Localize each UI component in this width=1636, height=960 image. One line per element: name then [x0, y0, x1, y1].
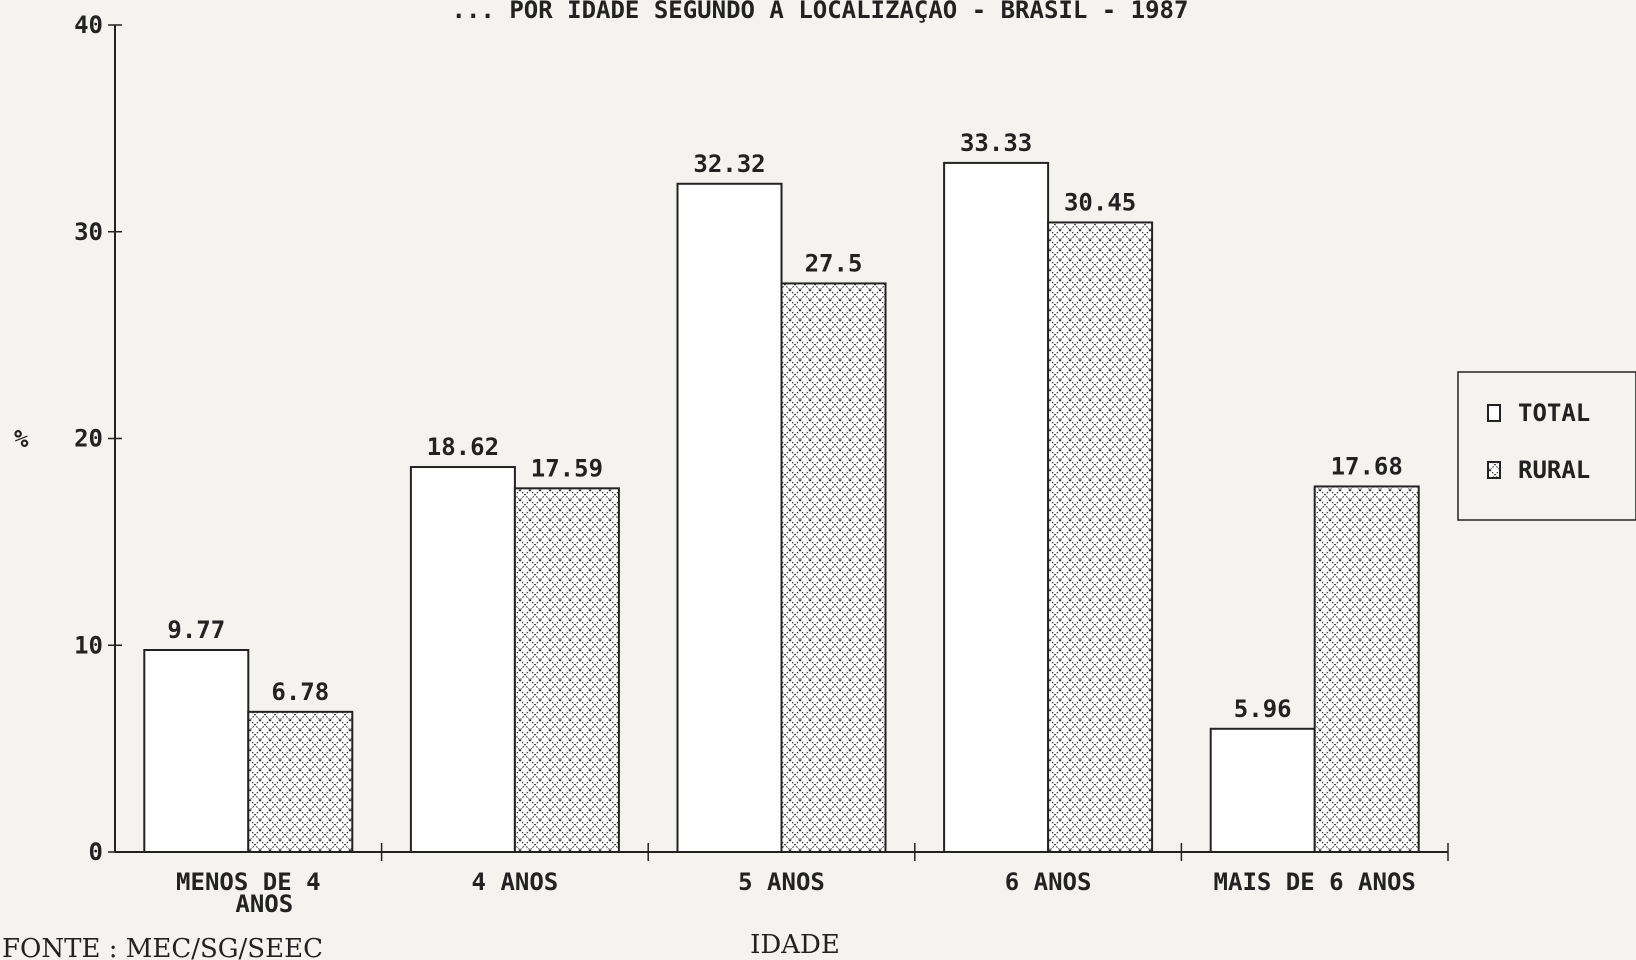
x-axis-title: IDADE [750, 930, 840, 960]
data-label-total: 9.77 [167, 616, 225, 644]
x-category-label: MAIS DE 6 ANOS [1214, 868, 1416, 896]
x-category-label: ANOS [235, 890, 293, 918]
data-label-total: 18.62 [427, 433, 499, 461]
legend-label-rural: RURAL [1518, 456, 1590, 484]
bar-rural [247, 710, 354, 853]
legend-label-total: TOTAL [1518, 399, 1590, 427]
y-tick-label: 0 [89, 838, 103, 866]
data-label-rural: 6.78 [271, 678, 329, 706]
source-note: FONTE : MEC/SG/SEEC [2, 934, 323, 960]
legend-item-total: TOTAL [1487, 399, 1590, 427]
x-category-label: MENOS DE 4 [176, 868, 321, 896]
bar-total [409, 466, 516, 853]
legend-swatch-rural [1487, 461, 1501, 479]
bar-total [943, 161, 1050, 854]
bar-rural [513, 487, 620, 853]
legend-item-rural: RURAL [1487, 456, 1590, 484]
bar-rural [1313, 485, 1420, 853]
data-label-rural: 27.5 [805, 249, 863, 277]
y-tick-label: 10 [74, 631, 103, 659]
bar-rural [1047, 221, 1154, 854]
data-label-rural: 17.59 [531, 454, 603, 482]
y-tick-label: 30 [74, 218, 103, 246]
bar-rural [780, 282, 887, 853]
data-label-rural: 30.45 [1064, 188, 1136, 216]
x-category-label: 6 ANOS [1005, 868, 1092, 896]
x-category-label: 5 ANOS [738, 868, 825, 896]
bar-total [143, 649, 250, 853]
x-category-label: 4 ANOS [472, 868, 559, 896]
legend-swatch-total [1487, 404, 1501, 422]
y-axis-title: % [14, 425, 29, 453]
data-labels: 9.77 6.78 18.62 17.59 32.32 27.5 33.33 30.45 5.9… [167, 129, 1402, 723]
data-label-total: 5.96 [1234, 695, 1292, 723]
data-label-total: 32.32 [693, 150, 765, 178]
bar-total [1209, 727, 1316, 853]
chart-title: ... POR IDADE SEGUNDO A LOCALIZAÇÃO - BR… [452, 0, 1189, 24]
data-label-total: 33.33 [960, 129, 1032, 157]
legend: TOTAL RURAL [1457, 371, 1636, 521]
bar-total [676, 182, 783, 853]
y-tick-label: 20 [74, 425, 103, 453]
data-label-rural: 17.68 [1331, 452, 1403, 480]
legend-box [1457, 371, 1636, 521]
y-tick-label: 40 [74, 11, 103, 39]
bars [143, 161, 1420, 854]
